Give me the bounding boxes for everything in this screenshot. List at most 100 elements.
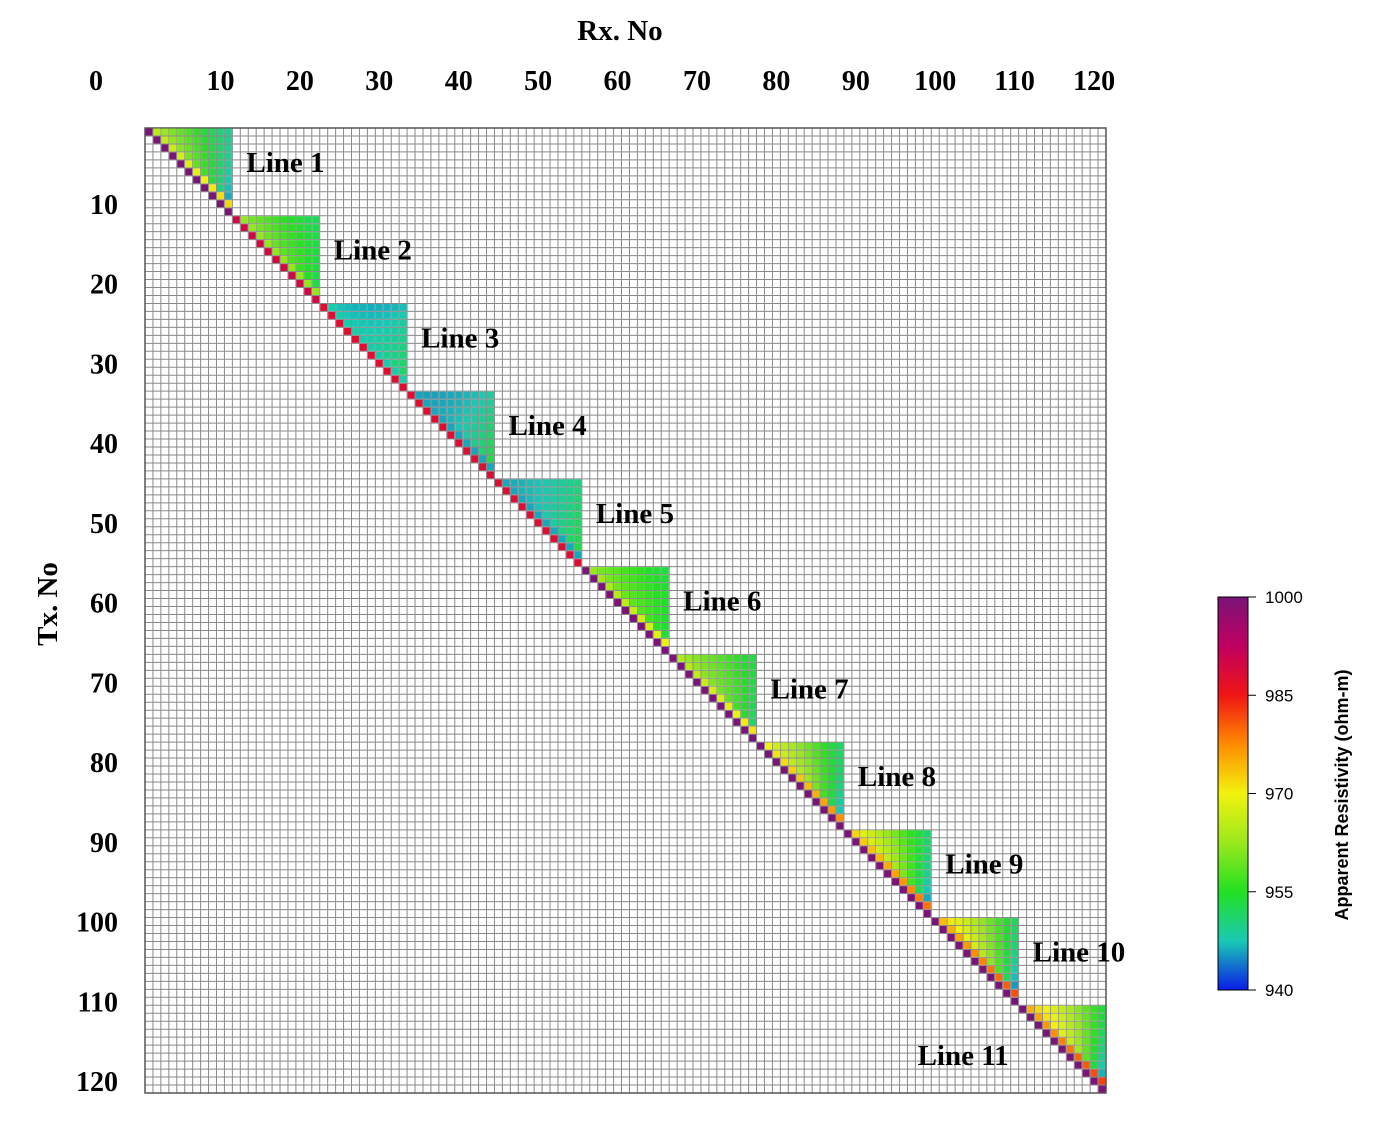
heatmap-cell [987,933,995,941]
heatmap-cell [264,248,272,256]
heatmap-cell [288,216,296,224]
heatmap-cell [741,710,749,718]
heatmap-cell [399,303,407,311]
heatmap-cell [1066,1013,1074,1021]
heatmap-cell [1074,1053,1082,1061]
heatmap-cell [471,455,479,463]
heatmap-cell [820,782,828,790]
heatmap-cell [915,862,923,870]
heatmap-cell [542,495,550,503]
heatmap-cell [550,527,558,535]
heatmap-cell [987,941,995,949]
line-label: Line 1 [246,147,324,179]
heatmap-cell [733,662,741,670]
heatmap-cell [828,758,836,766]
heatmap-cell [296,224,304,232]
heatmap-cell [351,319,359,327]
heatmap-cell [995,949,1003,957]
heatmap-cell [1011,957,1019,965]
heatmap-cell [1011,989,1019,997]
heatmap-cell [884,862,892,870]
heatmap-cell [510,487,518,495]
heatmap-cell [383,303,391,311]
heatmap-cell [971,949,979,957]
heatmap-cell [907,854,915,862]
heatmap-cell [709,670,717,678]
heatmap-cell [336,319,344,327]
heatmap-cell [701,662,709,670]
heatmap-cell [876,862,884,870]
heatmap-cell [772,750,780,758]
x-tick-label: 80 [762,66,790,97]
heatmap-cell [161,136,169,144]
heatmap-cell [606,567,614,575]
heatmap-cell [892,838,900,846]
heatmap-cell [971,941,979,949]
x-tick-label: 100 [914,66,956,97]
heatmap-cell [1003,957,1011,965]
heatmap-cell [359,311,367,319]
line-label: Line 10 [1033,936,1126,968]
heatmap-cell [796,782,804,790]
heatmap-cell [955,933,963,941]
heatmap-cell [280,248,288,256]
heatmap-cell [915,902,923,910]
heatmap-cell [264,224,272,232]
heatmap-cell [749,726,757,734]
heatmap-cell [900,878,907,886]
heatmap-cell [661,646,669,654]
heatmap-cell [606,591,614,599]
heatmap-cell [820,766,828,774]
heatmap-cell [463,415,471,423]
heatmap-cell [1011,973,1019,981]
heatmap-cell [1003,933,1011,941]
heatmap-cell [209,144,216,152]
heatmap-cell [804,766,812,774]
heatmap-cell [320,303,328,311]
heatmap-cell [637,599,645,607]
heatmap-cell [399,311,407,319]
heatmap-cell [637,614,645,622]
heatmap-cell [1011,933,1019,941]
heatmap-cell [725,710,733,718]
grid [144,127,1107,1094]
heatmap-cell [216,144,224,152]
heatmap-cell [526,511,534,519]
heatmap-cell [296,272,304,280]
heatmap-cell [780,750,788,758]
heatmap-cell [685,670,693,678]
heatmap-cell [479,431,487,439]
heatmap-cell [629,591,637,599]
heatmap-cell [661,607,669,614]
heatmap-cell [1090,1013,1098,1021]
heatmap-cell [1003,941,1011,949]
heatmap-cell [915,878,923,886]
heatmap-cell [272,216,280,224]
heatmap-cell [399,319,407,327]
heatmap-cell [645,591,653,599]
heatmap-cell [653,599,661,607]
heatmap-cell [296,264,304,272]
heatmap-cell [216,176,224,184]
heatmap-cell [304,264,312,272]
heatmap-cell [375,303,383,311]
heatmap-cell [224,192,232,200]
heatmap-cell [701,670,709,678]
heatmap-cell [1074,1021,1082,1029]
colorbar-ticks: 940 955 970 985 1000 [1248,588,1303,1000]
heatmap-cell [749,678,757,686]
heatmap-cell [566,487,574,495]
heatmap-cell [224,144,232,152]
heatmap-cell [884,870,892,878]
heatmap-cell [701,678,709,686]
heatmap-cell [661,583,669,591]
heatmap-cell [216,136,224,144]
heatmap-cell [1098,1085,1106,1093]
heatmap-cell [1050,1005,1058,1013]
heatmap-cell [749,702,757,710]
heatmap-cell [375,343,383,351]
x-tick-label: 10 [206,66,234,97]
heatmap-cell [637,567,645,575]
heatmap-cell [717,670,725,678]
heatmap-cell [574,487,582,495]
